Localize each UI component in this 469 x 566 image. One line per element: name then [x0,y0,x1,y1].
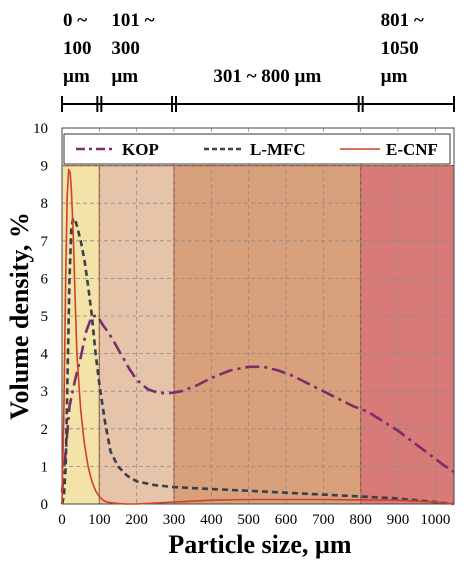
range-label-1: µm [63,66,90,87]
y-tick-label: 1 [41,459,49,475]
x-tick-label: 800 [349,512,372,528]
x-tick-label: 0 [58,512,66,528]
grid-lines [62,128,454,504]
range-label-4: µm [381,66,408,87]
y-tick-label: 9 [41,159,49,175]
series-line-l-mfc [60,216,455,506]
legend-box [63,133,451,165]
range-band-3 [174,165,361,504]
data-series [60,168,455,506]
x-tick-label: 400 [200,512,223,528]
x-tick-label: 500 [237,512,260,528]
range-label-2: 300 [111,38,140,59]
y-axis-title: Volume density, % [5,212,34,420]
range-band-4 [360,165,454,504]
x-tick-label: 700 [312,512,335,528]
range-label-4: 1050 [381,38,419,59]
range-label-1: 100 [63,38,92,59]
legend-label-kop: KOP [122,140,159,159]
x-tick-label: 300 [163,512,186,528]
range-brackets [61,96,455,112]
y-tick-label: 5 [41,309,49,325]
legend: KOP L-MFC E-CNF [63,133,451,165]
y-tick-label: 8 [41,196,49,212]
x-tick-label: 100 [88,512,111,528]
legend-label-e-cnf: E-CNF [386,140,438,159]
x-tick-label: 1000 [420,512,450,528]
range-label-1: 0 ~ [63,10,87,31]
y-tick-label: 6 [41,271,49,287]
y-tick-label: 2 [41,422,49,438]
range-label-2: 101 ~ [111,10,154,31]
series-line-kop [60,314,455,493]
legend-label-l-mfc: L-MFC [250,140,306,159]
plot-frame [61,127,455,505]
y-tick-label: 0 [41,497,49,513]
y-tick-label: 4 [41,347,49,363]
size-range-bands [62,165,454,504]
range-labels: 0 ~ 100 µm 101 ~ 300 µm 301 ~ 800 µm 801 ~ 1050 µ… [63,10,424,87]
range-label-4: 801 ~ [381,10,424,31]
y-tick-label: 3 [41,384,49,400]
range-label-2: µm [111,66,138,87]
x-tick-label: 900 [387,512,410,528]
range-label-3: 301 ~ 800 µm [213,66,321,87]
y-tick-label: 7 [41,234,49,250]
x-tick-label: 600 [275,512,298,528]
x-tick-label: 200 [125,512,148,528]
series-line-e-cnf [61,168,455,505]
y-tick-label: 10 [33,121,48,137]
x-axis-title: Particle size, µm [168,530,352,559]
